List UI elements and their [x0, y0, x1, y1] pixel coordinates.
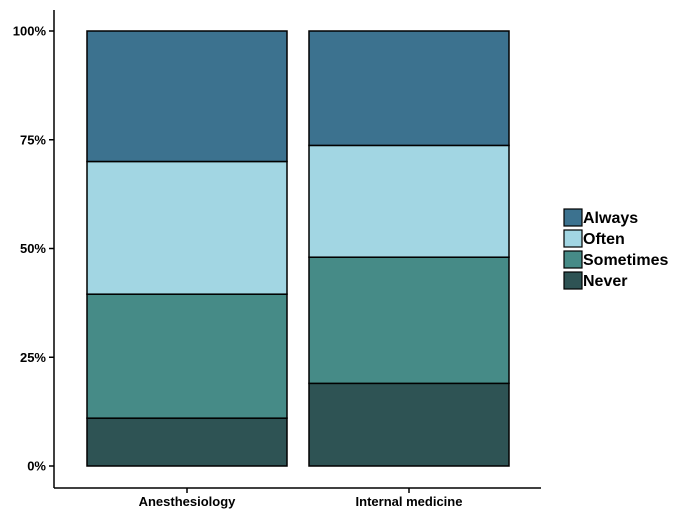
bar-segment-always-0	[86, 30, 288, 163]
legend-label-sometimes: Sometimes	[583, 252, 668, 269]
y-ticks-layer: 0% 25% 50% 75% 100%	[13, 24, 54, 474]
legend-label-always: Always	[583, 210, 638, 227]
legend-label-often: Often	[583, 231, 625, 248]
bar-segment-never-1	[308, 382, 510, 467]
legend-swatch-often	[563, 229, 583, 248]
bar-segment-never-0	[86, 417, 288, 467]
bar-segment-sometimes-0	[86, 293, 288, 419]
legend-swatch-never	[563, 271, 583, 290]
legend-label-never: Never	[583, 273, 627, 290]
bar-segment-often-1	[308, 144, 510, 258]
bars-layer	[86, 30, 510, 467]
y-tick-label: 50%	[20, 241, 46, 256]
legend: Always Often Sometimes Never	[563, 208, 668, 290]
bar-segment-sometimes-1	[308, 256, 510, 385]
bar-segment-often-0	[86, 160, 288, 295]
y-tick-label: 75%	[20, 132, 46, 147]
bar-segment-always-1	[308, 30, 510, 147]
legend-swatch-always	[563, 208, 583, 227]
x-tick-label: Anesthesiology	[139, 494, 237, 509]
y-tick-label: 25%	[20, 350, 46, 365]
legend-swatch-sometimes	[563, 250, 583, 269]
y-tick-label: 0%	[27, 459, 46, 474]
x-tick-label: Internal medicine	[356, 494, 463, 509]
x-ticks-layer: Anesthesiology Internal medicine	[139, 488, 463, 509]
y-tick-label: 100%	[13, 24, 47, 39]
